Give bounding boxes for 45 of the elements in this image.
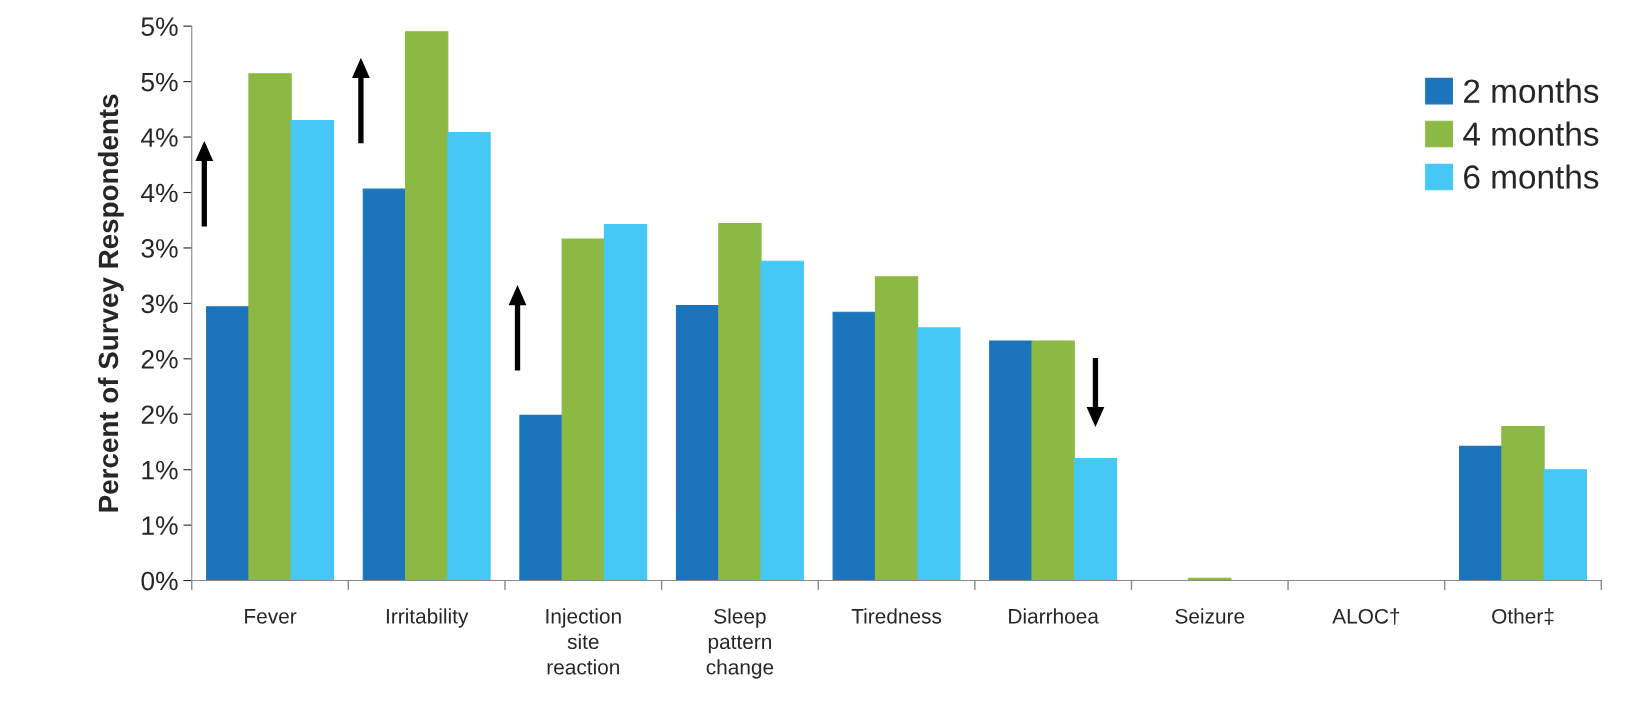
x-tick-label: Injection site reaction [546,608,621,675]
bar [290,119,335,581]
y-tick-label: 5% [141,72,178,92]
bar [917,327,961,581]
bar [718,222,762,581]
bar [362,188,407,581]
y-tick-label: 2% [141,405,178,424]
y-tick-label: 3% [141,294,178,314]
bar [248,73,292,581]
bar [404,31,449,581]
x-tick-label: ALOC† [1332,608,1400,625]
y-tick-label: 4% [141,183,178,203]
bar [1543,469,1587,581]
y-tick-label: 5% [141,17,178,37]
y-tick-label: 0% [141,571,178,591]
bar [1459,445,1503,581]
bar [675,305,720,581]
y-tick-label: 1% [142,516,178,535]
bar [832,311,876,581]
x-tick-label: Irritability [386,608,469,628]
bar [989,340,1033,581]
y-tick-label: 1% [142,460,178,480]
x-tick-label: Fever [245,609,297,624]
legend-label: 4 months [1463,121,1599,146]
y-tick-label: 2% [141,349,178,369]
legend-label: 2 months [1464,78,1599,104]
x-tick-label: Other‡ [1492,608,1554,625]
bar [1073,458,1118,581]
bar [1031,340,1075,581]
x-tick-label: Seizure [1175,608,1245,624]
x-tick-label: Tiredness [851,608,942,624]
bar [561,238,606,581]
bar [1501,425,1545,581]
x-tick-label: Sleep pattern change [706,608,774,679]
bar [603,224,648,581]
y-tick-label: 3% [141,239,178,258]
bar [447,132,491,581]
bar [760,260,804,581]
bar [206,306,250,581]
bar [874,276,919,581]
legend-label: 6 months [1464,164,1599,189]
y-tick-label: 4% [141,128,178,147]
y-axis-title: Percent of Survey Respondents [97,94,124,512]
bar [519,414,563,581]
x-tick-label: Diarrhoea [1009,608,1099,624]
